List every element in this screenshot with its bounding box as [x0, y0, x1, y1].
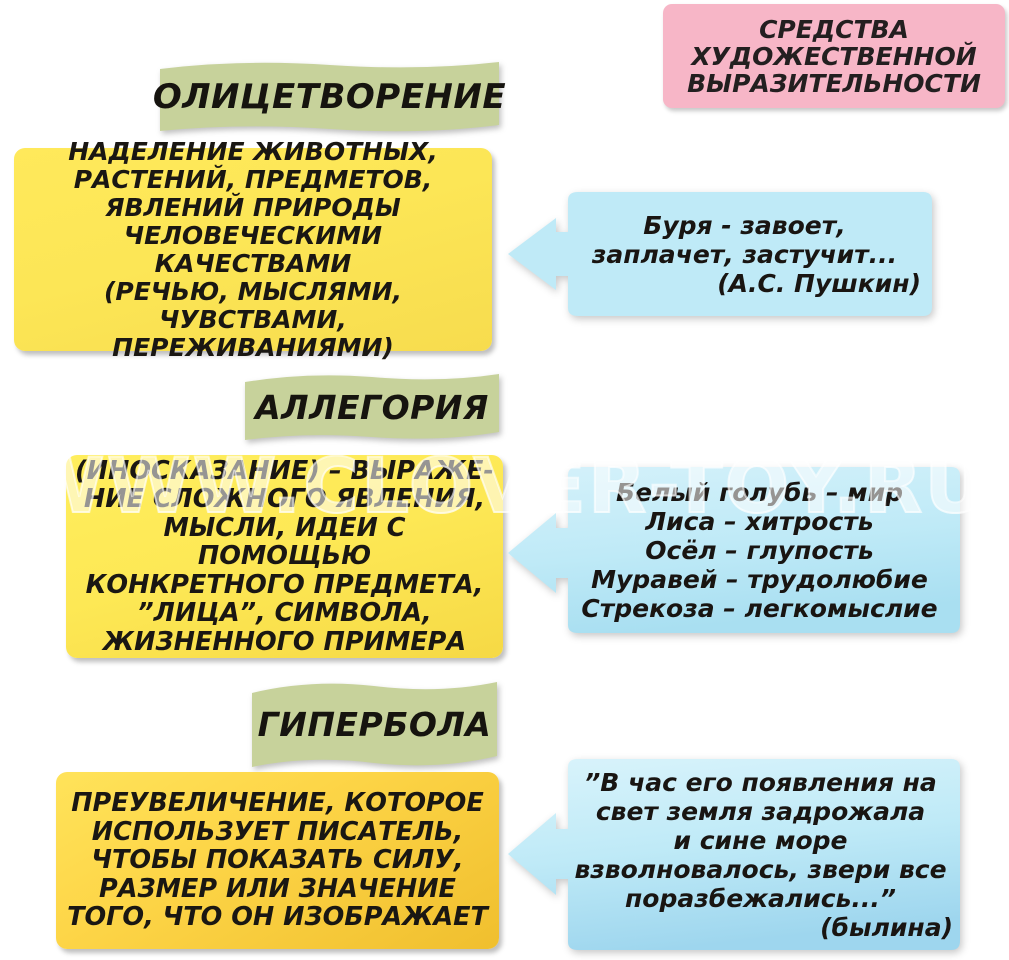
section-title-banner-hyperbole: ГИПЕРБОЛА — [246, 677, 503, 772]
example-box-allegory: Белый голубь – мир Лиса – хитрость Осёл … — [506, 465, 961, 635]
definition-line: ЧУВСТВАМИ, ПЕРЕЖИВАНИЯМИ) — [112, 304, 394, 362]
wavy-banner-shape — [160, 62, 499, 132]
example-attribution: (былина) — [820, 912, 953, 942]
definition-line: (РЕЧЬЮ, МЫСЛЯМИ, — [103, 276, 403, 306]
definition-card-personification: НАДЕЛЕНИЕ ЖИВОТНЫХ, РАСТЕНИЙ, ПРЕДМЕТОВ,… — [14, 137, 492, 361]
definition-line: (ИНОСКАЗАНИЕ) – ВЫРАЖЕ- — [75, 455, 494, 486]
example-text-personification: Буря - завоет, заплачет, застучит... (А.… — [568, 190, 921, 318]
example-line: Муравей – трудолюбие — [591, 564, 928, 594]
example-text-hyperbole: ”В час его появления на свет земля задро… — [568, 757, 953, 952]
definition-text-personification: НАДЕЛЕНИЕ ЖИВОТНЫХ, РАСТЕНИЙ, ПРЕДМЕТОВ,… — [14, 136, 492, 362]
definition-line: ИСПОЛЬЗУЕТ ПИСАТЕЛЬ, — [91, 816, 464, 847]
definition-line: НАДЕЛЕНИЕ ЖИВОТНЫХ, — [68, 136, 438, 166]
definition-line: ПРЕУВЕЛИЧЕНИЕ, КОТОРОЕ — [71, 788, 484, 819]
section-title-banner-allegory: АЛЛЕГОРИЯ — [238, 370, 506, 444]
main-title-line-3: ВЫРАЗИТЕЛЬНОСТИ — [687, 68, 981, 98]
definition-line: НИЕ СЛОЖНОГО ЯВЛЕНИЯ, — [83, 484, 486, 515]
example-line: Буря - завоет, — [643, 210, 846, 240]
example-line: заплачет, застучит... — [591, 239, 898, 269]
example-line: Стрекоза – легкомыслие — [581, 593, 938, 623]
definition-line: МЫСЛИ, ИДЕИ С ПОМОЩЬЮ — [163, 512, 406, 572]
section-title-hyperbole: ГИПЕРБОЛА — [257, 705, 492, 744]
section-title-personification: ОЛИЦЕТВОРЕНИЕ — [152, 77, 507, 117]
main-title-banner: СРЕДСТВА ХУДОЖЕСТВЕННОЙ ВЫРАЗИТЕЛЬНОСТИ — [663, 4, 1005, 108]
example-line: взволновалось, звери все — [574, 854, 947, 884]
wavy-banner-shape — [245, 374, 499, 440]
example-line: Лиса – хитрость — [645, 506, 874, 536]
arrow-callout-shape — [508, 192, 932, 316]
example-box-personification: Буря - завоет, заплачет, застучит... (А.… — [506, 190, 933, 318]
definition-line: ЧТОБЫ ПОКАЗАТЬ СИЛУ, — [91, 845, 464, 876]
main-title-line-1: СРЕДСТВА — [759, 14, 909, 44]
definition-line: ЧЕЛОВЕЧЕСКИМИ КАЧЕСТВАМИ — [123, 220, 383, 278]
definition-line: ”ЛИЦА”, СИМВОЛА, — [137, 598, 432, 629]
definition-line: ЖИЗНЕННОГО ПРИМЕРА — [102, 626, 467, 657]
definition-card-hyperbole: ПРЕУВЕЛИЧЕНИЕ, КОТОРОЕ ИСПОЛЬЗУЕТ ПИСАТЕ… — [56, 772, 499, 949]
definition-line: ТОГО, ЧТО ОН ИЗОБРАЖАЕТ — [67, 902, 488, 933]
example-line: свет земля задрожала — [595, 796, 926, 826]
example-attribution: (А.С. Пушкин) — [717, 268, 921, 298]
definition-line: ЯВЛЕНИЙ ПРИРОДЫ — [105, 192, 401, 222]
definition-text-hyperbole: ПРЕУВЕЛИЧЕНИЕ, КОТОРОЕ ИСПОЛЬЗУЕТ ПИСАТЕ… — [59, 789, 496, 932]
definition-text-allegory: (ИНОСКАЗАНИЕ) – ВЫРАЖЕ- НИЕ СЛОЖНОГО ЯВЛ… — [66, 457, 503, 657]
definition-line: КОНКРЕТНОГО ПРЕДМЕТА, — [85, 569, 484, 600]
arrow-callout-shape — [508, 759, 960, 950]
example-line: ”В час его появления на — [584, 767, 937, 797]
section-title-banner-personification: ОЛИЦЕТВОРЕНИЕ — [152, 57, 507, 137]
wavy-banner-shape — [252, 682, 497, 767]
example-line: и сине море — [673, 825, 848, 855]
definition-line: РАЗМЕР ИЛИ ЗНАЧЕНИЕ — [99, 873, 456, 904]
example-line: Белый голубь – мир — [615, 477, 903, 507]
example-box-hyperbole: ”В час его появления на свет земля задро… — [506, 757, 961, 952]
section-title-allegory: АЛЛЕГОРИЯ — [255, 387, 489, 427]
example-text-allegory: Белый голубь – мир Лиса – хитрость Осёл … — [568, 465, 951, 635]
definition-line: РАСТЕНИЙ, ПРЕДМЕТОВ, — [73, 164, 433, 194]
main-title-text: СРЕДСТВА ХУДОЖЕСТВЕННОЙ ВЫРАЗИТЕЛЬНОСТИ — [681, 16, 987, 97]
example-line: поразбежались...” — [625, 883, 896, 913]
main-title-line-2: ХУДОЖЕСТВЕННОЙ — [691, 41, 977, 71]
arrow-callout-shape — [508, 467, 960, 633]
example-line: Осёл – глупость — [645, 535, 874, 565]
definition-card-allegory: (ИНОСКАЗАНИЕ) – ВЫРАЖЕ- НИЕ СЛОЖНОГО ЯВЛ… — [66, 455, 503, 658]
